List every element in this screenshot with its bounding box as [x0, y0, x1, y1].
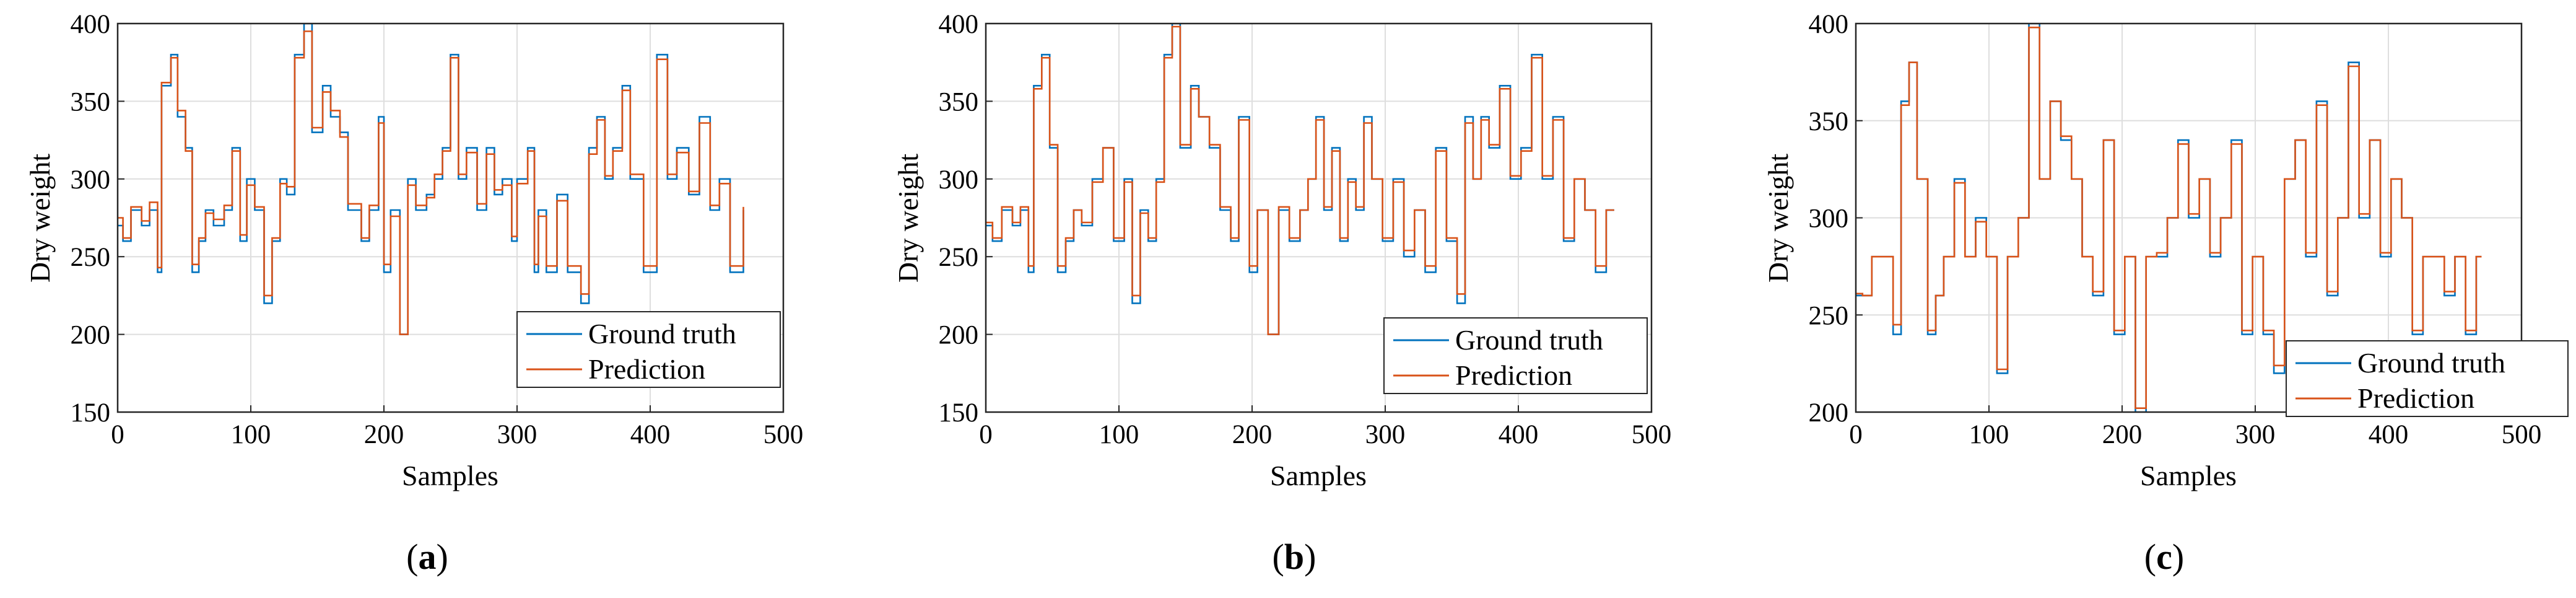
legend-c: Ground truth Prediction — [2286, 340, 2569, 417]
series-line-prediction-b — [986, 25, 1614, 335]
legend-box-b — [1383, 317, 1648, 394]
x-tick-label-b: 500 — [1632, 420, 1672, 449]
ylabel-c: Dry weight — [1762, 154, 1794, 283]
legend-label-ground-truth-a: Ground truth — [588, 318, 736, 350]
y-tick-label-c: 350 — [1809, 107, 1849, 136]
series-line-prediction-c — [1856, 27, 2482, 409]
ticks-a: 0 100 200 300 400 500 150 200 250 300 350 400 — [71, 10, 804, 449]
legend-box-c — [2286, 340, 2569, 417]
x-tick-label-a: 400 — [630, 420, 671, 449]
ylabel-a: Dry weight — [24, 154, 56, 283]
y-tick-label-b: 150 — [939, 398, 979, 428]
series-line-prediction-a — [118, 30, 744, 335]
y-tick-label-a: 400 — [71, 10, 111, 39]
legend-label-prediction-b: Prediction — [1455, 359, 1572, 391]
legend-label-prediction-c: Prediction — [2357, 382, 2474, 414]
legend-b: Ground truth Prediction — [1383, 317, 1648, 394]
series-b — [986, 24, 1614, 335]
x-tick-label-b: 100 — [1099, 420, 1139, 449]
ylabel-b: Dry weight — [892, 154, 924, 283]
y-tick-label-a: 300 — [71, 165, 111, 195]
ticks-c: 0 100 200 300 400 500 200 250 300 350 400 — [1809, 10, 2542, 449]
xlabel-a: Samples — [402, 460, 498, 491]
y-tick-label-b: 400 — [939, 10, 979, 39]
x-tick-label-b: 300 — [1365, 420, 1406, 449]
x-tick-label-a: 200 — [364, 420, 404, 449]
caption-c: (c) — [2144, 537, 2184, 577]
panel-a: 0 100 200 300 400 500 150 200 250 300 350 400 Sampl… — [24, 10, 803, 577]
y-tick-label-b: 200 — [939, 321, 979, 350]
x-tick-label-b: 400 — [1499, 420, 1539, 449]
xlabel-c: Samples — [2140, 460, 2237, 491]
xlabel-b: Samples — [1270, 460, 1367, 491]
x-tick-label-c: 400 — [2369, 420, 2409, 449]
x-tick-label-c: 0 — [1849, 420, 1863, 449]
y-tick-label-a: 350 — [71, 87, 111, 117]
x-tick-label-c: 100 — [1969, 420, 2009, 449]
plot-frame-a — [116, 22, 785, 413]
series-a — [118, 24, 744, 335]
y-tick-label-a: 150 — [71, 398, 111, 428]
y-tick-label-a: 250 — [71, 243, 111, 272]
y-tick-label-c: 300 — [1809, 204, 1849, 234]
x-tick-label-c: 500 — [2502, 420, 2542, 449]
y-tick-label-b: 300 — [939, 165, 979, 195]
plot-frame-b — [985, 22, 1653, 413]
x-tick-label-b: 200 — [1232, 420, 1273, 449]
panel-b: 0 100 200 300 400 500 150 200 250 300 350 400 Sampl… — [892, 10, 1671, 577]
y-tick-label-c: 200 — [1809, 398, 1849, 428]
x-tick-label-c: 200 — [2102, 420, 2143, 449]
legend-label-ground-truth-c: Ground truth — [2357, 347, 2505, 379]
legend-label-ground-truth-b: Ground truth — [1455, 324, 1603, 356]
x-tick-label-a: 0 — [111, 420, 124, 449]
caption-a: (a) — [406, 537, 448, 577]
x-tick-label-b: 0 — [979, 420, 993, 449]
y-tick-label-c: 250 — [1809, 301, 1849, 330]
series-c — [1856, 24, 2482, 412]
legend-a: Ground truth Prediction — [516, 311, 781, 388]
series-line-ground-truth-a — [118, 24, 744, 335]
x-tick-label-a: 300 — [497, 420, 537, 449]
legend-box-a — [516, 311, 781, 388]
y-tick-label-b: 250 — [939, 243, 979, 272]
x-tick-label-c: 300 — [2235, 420, 2276, 449]
ticks-b: 0 100 200 300 400 500 150 200 250 300 350 400 — [939, 10, 1672, 449]
x-tick-label-a: 500 — [764, 420, 804, 449]
caption-b: (b) — [1273, 537, 1316, 577]
y-tick-label-a: 200 — [71, 321, 111, 350]
legend-label-prediction-a: Prediction — [588, 353, 705, 385]
y-tick-label-b: 350 — [939, 87, 979, 117]
y-tick-label-c: 400 — [1809, 10, 1849, 39]
x-tick-label-a: 100 — [231, 420, 271, 449]
